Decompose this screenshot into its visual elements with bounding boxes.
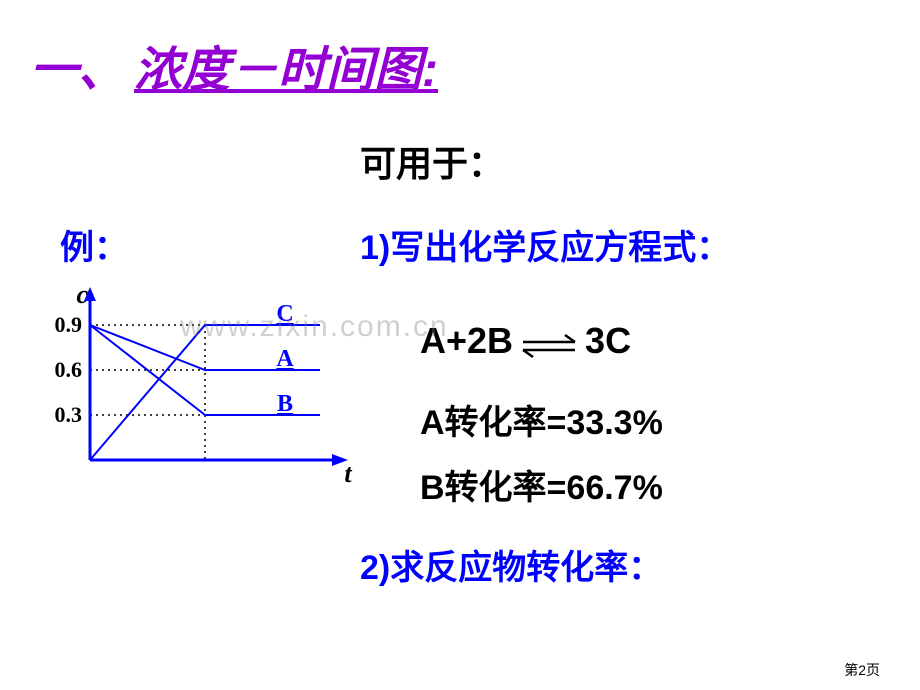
equation: A+2B 3C [420,320,631,362]
equation-rhs: 3C [585,320,631,362]
title-row: 一、 浓度－时间图: [30,30,438,100]
conversion-b: B转化率=66.7% [420,460,663,509]
svg-text:B: B [277,391,293,417]
svg-text:A: A [276,346,294,372]
svg-text:t: t [344,459,352,485]
task1-text: 1)写出化学反应方程式： [360,220,730,269]
title-main: 浓度－时间图: [134,30,438,100]
svg-text:0.3: 0.3 [55,402,83,427]
watermark-text: www.zixin.com.cn [180,310,449,344]
equilibrium-arrows-icon [519,327,579,355]
svg-text:0.6: 0.6 [55,357,83,382]
example-label: 例： [60,220,128,269]
svg-text:c: c [76,285,88,309]
conversion-a: A转化率=33.3% [420,395,663,444]
page-number: 第2页 [844,660,880,680]
subtitle: 可用于： [360,135,504,187]
title-prefix: 一、 [30,30,126,100]
svg-text:0.9: 0.9 [55,312,83,337]
task2-text: 2)求反应物转化率： [360,540,662,589]
